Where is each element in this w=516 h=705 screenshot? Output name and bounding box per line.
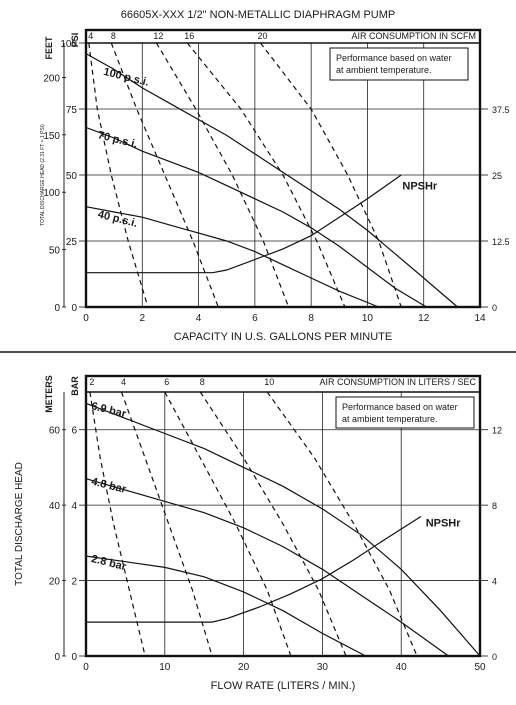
top-outer-axis-name: FEET [44,36,54,60]
bottom-vertical-axis-title: TOTAL DISCHARGE HEAD [14,462,25,586]
top-top-axis-label: AIR CONSUMPTION IN SCFM [351,31,476,41]
bottom-series-label: NPSHr [426,518,462,530]
bottom-top-tick-label: 10 [264,377,274,387]
bottom-top-tick-label: 8 [200,377,205,387]
top-air-curve-4 [88,42,149,308]
top-air-curve-8 [110,42,219,308]
page-title: 66605X-XXX 1/2" NON-METALLIC DIAPHRAGM P… [121,9,396,21]
top-outer-y-tick-label: 150 [43,131,60,142]
bottom-air-curve-4 [120,391,213,657]
bottom-x-axis-label: FLOW RATE (LITERS / MIN.) [211,680,356,692]
top-inner-y-tick-label: 25 [66,237,78,248]
top-top-tick-label: 8 [111,31,116,41]
top-vertical-axis-title: TOTAL DISCHARGE HEAD (2.31 FT = 1 PSI) [40,124,46,226]
bottom-inner-y-tick-label: 2 [71,577,77,588]
bottom-x-tick-label: 50 [474,662,486,673]
top-x-tick-label: 14 [474,313,486,324]
bottom-air-curve-10 [266,391,418,657]
top-series-label: 40 p.s.i. [97,209,139,230]
bottom-outer-y-tick-label: 0 [54,652,60,663]
bottom-series-label: 6.9 bar [90,400,128,420]
top-series-label: 100 p.s.i. [102,66,150,89]
bottom-series-line-0 [85,402,481,657]
bottom-top-tick-label: 4 [121,377,126,387]
top-inner-y-tick-label: 0 [71,303,77,314]
bottom-outer-y-tick-label: 20 [49,577,61,588]
bottom-outer-y-tick-label: 60 [49,426,61,437]
bottom-inner-y-tick-label: 0 [71,652,77,663]
bottom-inner-y-tick-label: 6 [71,426,77,437]
top-outer-y-tick-label: 0 [54,303,60,314]
bottom-note-text: Performance based on water at ambient tem… [342,402,458,424]
bottom-right-y-tick-label: 4 [492,577,497,587]
bottom-outer-axis-name: METERS [44,375,54,413]
bottom-series-line-1 [85,478,449,657]
bottom-air-curve-2 [89,391,146,657]
top-top-tick-label: 4 [88,31,93,41]
bottom-series-label: 2.8 bar [90,553,128,573]
bottom-x-tick-label: 40 [396,662,408,673]
top-series-line-1 [85,126,427,308]
bottom-inner-y-tick-label: 4 [71,501,77,512]
top-note-text: Performance based on water at ambient tem… [336,53,452,75]
bottom-top-axis-label: AIR CONSUMPTION IN LITERS / SEC [319,377,476,387]
bottom-outer-y-tick-label: 40 [49,501,61,512]
top-x-tick-label: 12 [418,313,430,324]
bottom-series-line-3 [86,515,422,623]
bottom-x-tick-label: 20 [238,662,250,673]
top-x-tick-label: 2 [140,313,146,324]
bottom-x-tick-label: 30 [317,662,329,673]
bottom-right-y-tick-label: 12 [492,426,502,436]
top-inner-axis-name: PSI [70,33,80,48]
top-right-y-tick-label: 37.5 [492,105,510,115]
top-top-tick-label: 16 [184,31,194,41]
top-x-axis-label: CAPACITY IN U.S. GALLONS PER MINUTE [174,331,392,343]
top-series-line-3 [86,174,402,274]
top-x-tick-label: 6 [252,313,258,324]
bottom-air-curve-6 [164,391,292,657]
top-plot-frame [84,28,482,309]
top-top-tick-label: 20 [257,31,267,41]
top-right-y-tick-label: 12.5 [492,237,510,247]
top-note-box [329,47,469,81]
bottom-plot-frame [84,374,482,658]
bottom-x-tick-label: 10 [159,662,171,673]
top-air-curve-16 [186,42,346,308]
top-right-y-tick-label: 0 [492,303,497,313]
top-series-line-2 [85,206,379,308]
top-air-curve-20 [260,42,402,308]
top-top-tick-label: 12 [153,31,163,41]
bottom-right-y-tick-label: 0 [492,652,497,662]
top-inner-y-tick-label: 100 [60,39,77,50]
top-inner-y-tick-label: 75 [66,105,78,116]
top-x-tick-label: 8 [308,313,314,324]
english-units-chart: 0 2 4 6 8 10 12 14 CAPACITY IN U.S. GALLONS PER … [40,28,510,343]
top-x-tick-label: 10 [362,313,374,324]
top-outer-y-tick-label: 100 [43,188,60,199]
bottom-right-y-tick-label: 8 [492,501,497,511]
top-right-y-tick-label: 25 [492,171,502,181]
bottom-series-line-2 [85,555,366,657]
top-inner-y-tick-label: 50 [66,171,78,182]
bottom-air-curve-8 [199,391,347,657]
bottom-inner-axis-name: BAR [70,376,80,396]
top-outer-y-tick-label: 50 [49,246,61,257]
top-x-tick-label: 4 [196,313,202,324]
bottom-top-tick-label: 2 [89,377,94,387]
bottom-note-box [335,396,475,429]
top-x-tick-label: 0 [83,313,89,324]
top-series-label: NPSHr [402,181,438,193]
top-series-label: 70 p.s.i. [97,129,139,150]
top-outer-y-tick-label: 200 [43,73,60,84]
top-series-line-0 [85,53,458,308]
bottom-top-tick-label: 6 [164,377,169,387]
bottom-series-label: 4.8 bar [90,476,128,496]
bottom-x-tick-label: 0 [83,662,89,673]
